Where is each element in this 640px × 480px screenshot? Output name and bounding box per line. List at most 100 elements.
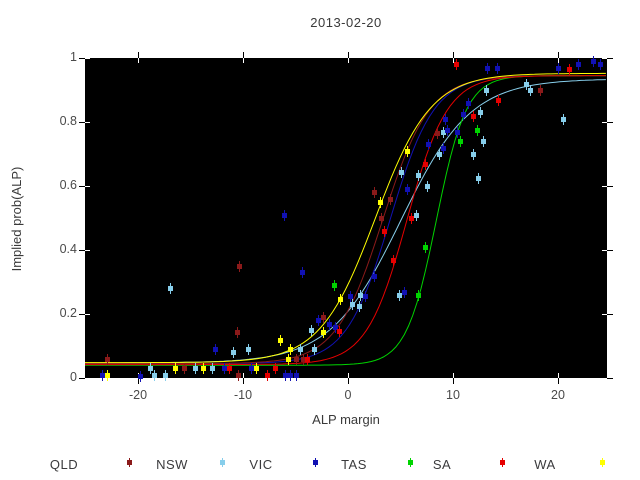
x-tick-mark-top xyxy=(138,52,139,58)
data-point-vic xyxy=(327,319,332,330)
x-tick-label: 0 xyxy=(344,388,352,402)
data-point-qld xyxy=(182,363,187,374)
y-tick-mark-inner xyxy=(85,122,90,123)
data-point-nsw xyxy=(414,210,419,221)
y-tick-mark-inner-right xyxy=(602,314,607,315)
legend-marker-wa xyxy=(600,458,605,467)
data-point-sa xyxy=(337,326,342,337)
data-point-vic xyxy=(445,125,450,136)
y-tick-mark-right xyxy=(607,58,613,59)
data-point-nsw xyxy=(358,290,363,301)
x-tick-mark-top xyxy=(243,52,244,58)
data-point-vic xyxy=(348,291,353,302)
data-point-nsw xyxy=(357,301,362,312)
data-point-qld xyxy=(294,354,299,365)
data-point-qld xyxy=(435,128,440,139)
y-tick-mark xyxy=(79,378,85,379)
data-point-nsw xyxy=(471,149,476,160)
legend-marker-vic xyxy=(313,458,318,467)
y-tick-mark-right xyxy=(607,122,613,123)
x-tick-label: -10 xyxy=(233,388,253,402)
data-point-nsw xyxy=(350,299,355,310)
y-tick-label: 0.8 xyxy=(59,114,77,128)
x-tick-mark-inner-top xyxy=(453,58,454,63)
x-tick-mark-inner xyxy=(558,373,559,378)
data-point-vic xyxy=(294,370,299,381)
data-point-qld xyxy=(372,187,377,198)
data-point-vic xyxy=(138,371,143,382)
y-tick-mark xyxy=(79,314,85,315)
data-point-vic xyxy=(100,370,105,381)
y-tick-mark-inner xyxy=(85,186,90,187)
y-axis-label-wrap: Implied prob(ALP) xyxy=(9,59,25,379)
data-point-nsw xyxy=(561,114,566,125)
x-tick-mark xyxy=(453,378,454,384)
y-tick-mark-right xyxy=(607,314,613,315)
y-tick-mark-inner-right xyxy=(602,250,607,251)
data-point-nsw xyxy=(298,344,303,355)
x-tick-mark-top xyxy=(558,52,559,58)
data-point-vic xyxy=(372,271,377,282)
data-point-nsw xyxy=(524,79,529,90)
data-point-vic xyxy=(213,344,218,355)
data-point-sa xyxy=(273,363,278,374)
data-point-sa xyxy=(423,159,428,170)
y-tick-mark-right xyxy=(607,378,613,379)
curve-sa xyxy=(85,75,606,366)
data-point-nsw xyxy=(484,85,489,96)
data-point-wa xyxy=(321,327,326,338)
y-tick-mark-inner xyxy=(85,378,90,379)
y-axis-label: Implied prob(ALP) xyxy=(9,166,24,272)
x-tick-mark xyxy=(138,378,139,384)
y-tick-mark-inner-right xyxy=(602,378,607,379)
legend-label-wa: WA xyxy=(534,457,556,472)
logistic-curves xyxy=(85,72,606,366)
curve-nsw xyxy=(85,79,606,364)
data-point-sa xyxy=(496,95,501,106)
chart-title: 2013-02-20 xyxy=(310,15,382,30)
data-point-wa xyxy=(105,370,110,381)
data-point-wa xyxy=(288,344,293,355)
data-point-vic xyxy=(316,315,321,326)
data-point-nsw xyxy=(399,167,404,178)
y-tick-mark-inner-right xyxy=(602,122,607,123)
x-tick-mark-inner xyxy=(243,373,244,378)
curve-vic xyxy=(85,75,606,365)
data-point-nsw xyxy=(528,85,533,96)
data-point-qld xyxy=(301,354,306,365)
data-point-wa xyxy=(173,363,178,374)
data-point-vic xyxy=(426,139,431,150)
data-point-nsw xyxy=(231,347,236,358)
data-point-vic xyxy=(405,184,410,195)
data-point-nsw xyxy=(168,283,173,294)
data-point-vic xyxy=(443,114,448,125)
data-point-vic xyxy=(402,287,407,298)
data-point-nsw xyxy=(425,181,430,192)
data-point-qld xyxy=(236,370,241,381)
data-point-vic xyxy=(288,370,293,381)
data-point-vic xyxy=(249,363,254,374)
data-point-tas xyxy=(332,280,337,291)
data-point-vic xyxy=(363,291,368,302)
data-point-vic xyxy=(485,63,490,74)
y-tick-mark-inner-right xyxy=(602,186,607,187)
data-point-tas xyxy=(416,290,421,301)
legend-label-sa: SA xyxy=(432,457,452,472)
data-point-wa xyxy=(201,363,206,374)
data-point-qld xyxy=(235,327,240,338)
legend-label-tas: TAS xyxy=(341,457,367,472)
data-point-qld xyxy=(538,85,543,96)
data-point-vic xyxy=(222,363,227,374)
y-tick-mark xyxy=(79,58,85,59)
data-point-qld xyxy=(237,261,242,272)
y-tick-mark-inner xyxy=(85,314,90,315)
data-point-sa xyxy=(391,255,396,266)
legend: QLD NSW VIC TAS SA WA xyxy=(0,455,640,475)
x-tick-mark-top xyxy=(348,52,349,58)
data-point-vic xyxy=(461,109,466,120)
data-point-nsw xyxy=(476,173,481,184)
data-point-qld xyxy=(388,194,393,205)
data-point-wa xyxy=(254,363,259,374)
data-point-sa xyxy=(454,59,459,70)
